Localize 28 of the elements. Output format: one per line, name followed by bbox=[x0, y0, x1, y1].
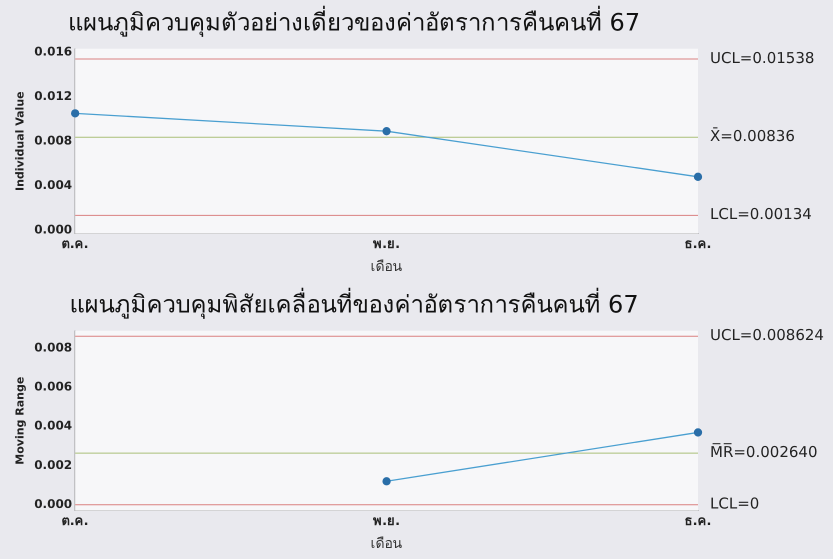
y-tick-label: 0.002 bbox=[34, 458, 72, 472]
ref-line-label: UCL=0.01538 bbox=[710, 48, 814, 67]
x-tick-label: ธ.ค. bbox=[684, 514, 712, 529]
y-tick-label: 0.000 bbox=[34, 496, 72, 511]
y-axis-title: Moving Range bbox=[13, 376, 26, 465]
y-tick-label: 0.006 bbox=[34, 380, 72, 394]
x-tick-label: พ.ย. bbox=[373, 236, 400, 252]
x-tick-label: ต.ค. bbox=[62, 236, 89, 252]
x-tick-label: ต.ค. bbox=[62, 514, 89, 529]
x-axis-title: เดือน bbox=[370, 536, 403, 552]
x-tick-label: พ.ย. bbox=[373, 514, 400, 529]
ref-line-label: UCL=0.008624 bbox=[710, 326, 824, 344]
y-tick-label: 0.004 bbox=[34, 418, 72, 433]
ref-line-label: LCL=0 bbox=[710, 494, 760, 513]
y-tick-label: 0.000 bbox=[34, 222, 72, 236]
chart-title: แผนภูมิควบคุมตัวอย่างเดี่ยวของค่าอัตราการคืนคนที่ 67 bbox=[68, 6, 640, 38]
y-tick-label: 0.012 bbox=[34, 88, 72, 103]
ref-line-label: LCL=0.00134 bbox=[710, 205, 812, 224]
y-tick-label: 0.016 bbox=[34, 44, 72, 58]
ref-line-label: X̄=0.00836 bbox=[710, 126, 795, 146]
chart-title: แผนภูมิควบคุมพิสัยเคลื่อนที่ของค่าอัตราการคืนคนที่ 67 bbox=[69, 288, 639, 320]
y-tick-label: 0.008 bbox=[34, 340, 72, 355]
y-tick-label: 0.008 bbox=[34, 133, 72, 148]
ref-line-label: M̅R̅=0.002640 bbox=[710, 442, 818, 462]
x-tick-label: ธ.ค. bbox=[684, 236, 712, 252]
y-tick-label: 0.004 bbox=[34, 178, 72, 192]
x-axis-title: เดือน bbox=[370, 259, 403, 276]
y-axis-title: Individual Value bbox=[13, 91, 26, 192]
